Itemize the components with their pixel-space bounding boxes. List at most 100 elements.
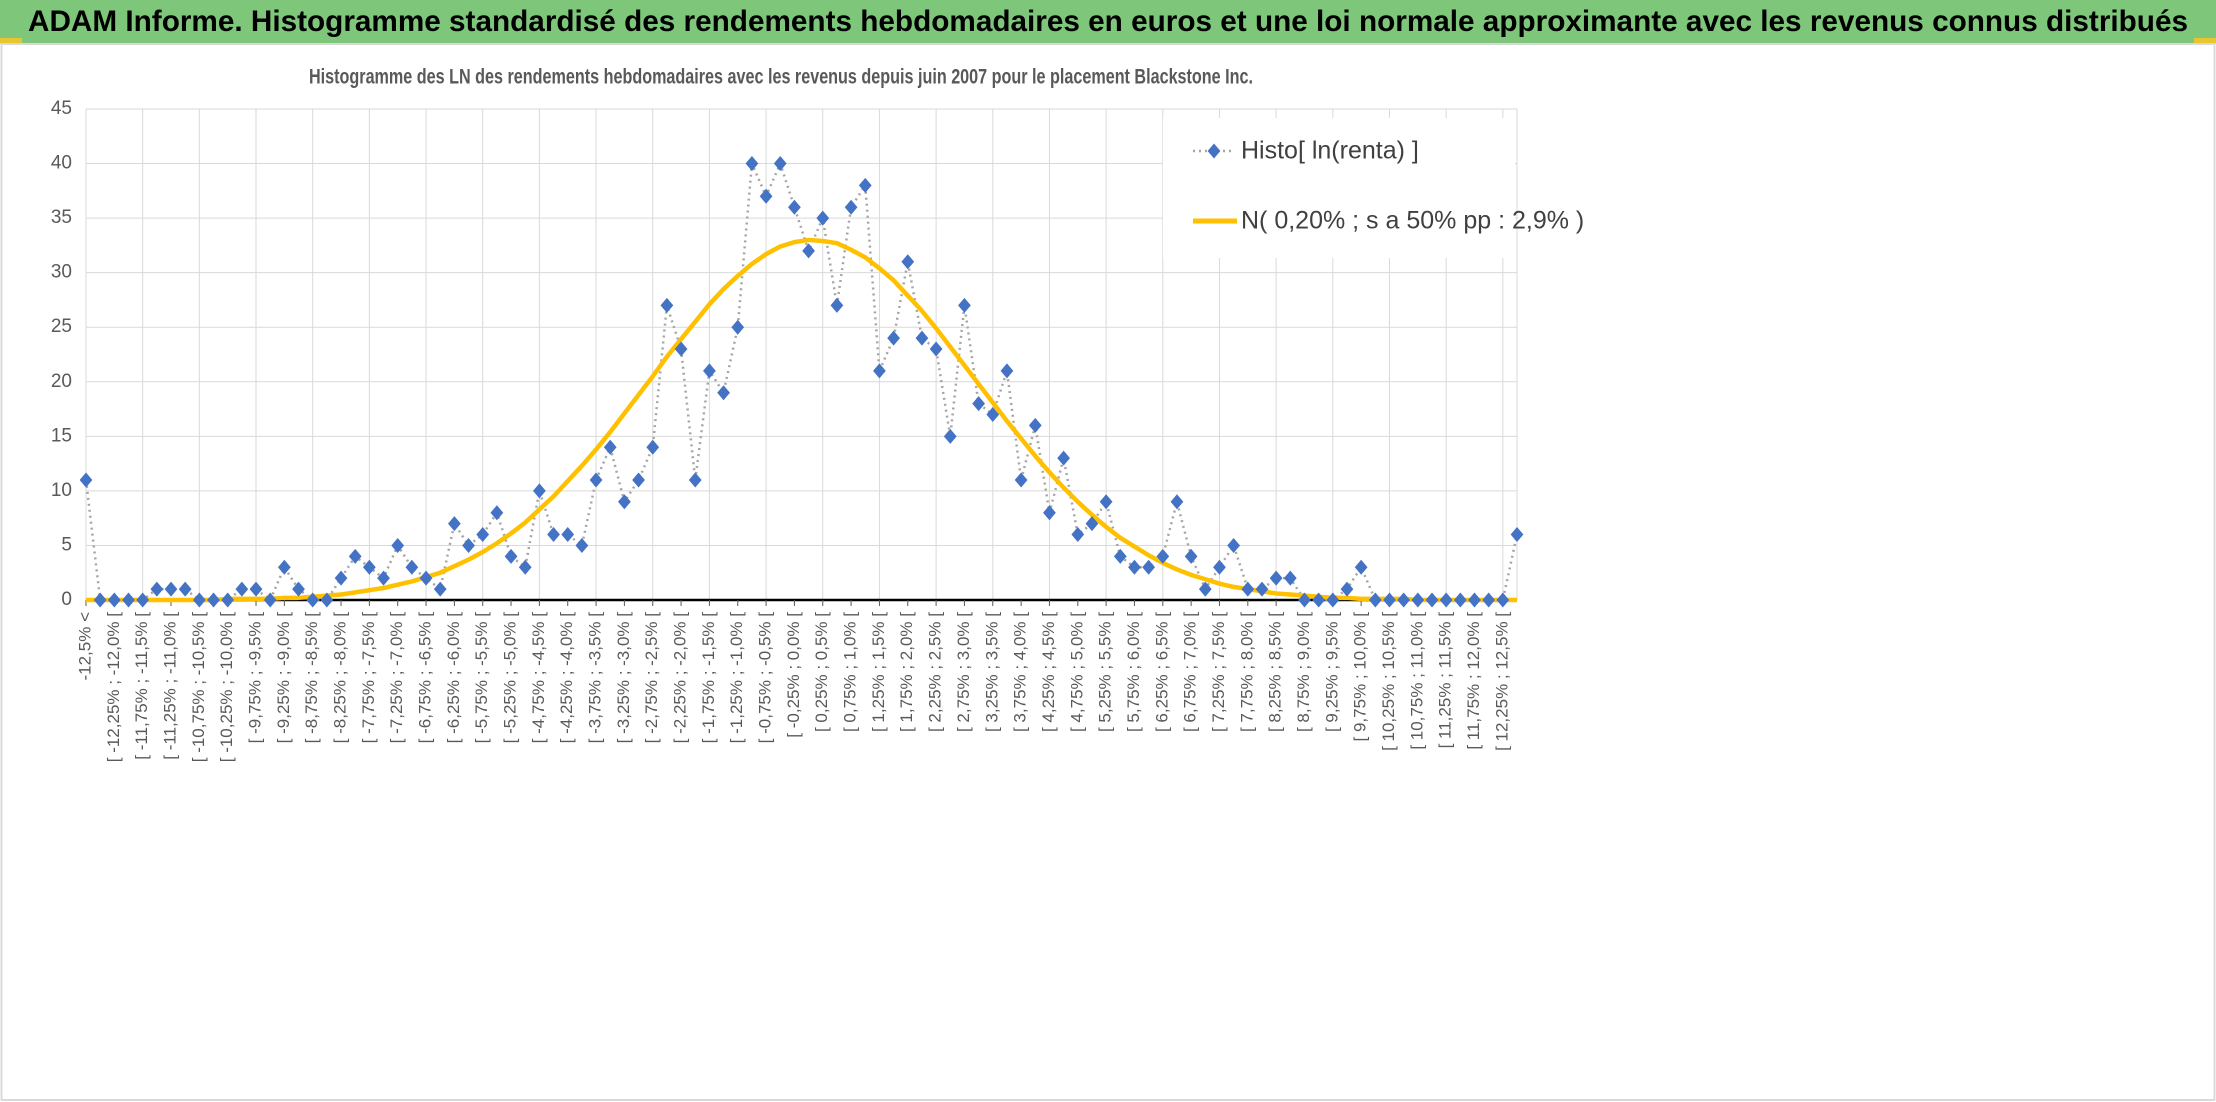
x-tick-label: [ 2,25% ; 2,5% [ <box>926 612 945 732</box>
x-tick-label: [ 8,25% ; 8,5% [ <box>1266 612 1285 732</box>
data-point <box>448 516 461 532</box>
data-point <box>646 439 660 455</box>
y-tick-label: 5 <box>61 534 72 555</box>
x-tick-label: [ -5,25% ; -5,0% [ <box>501 612 520 744</box>
page-title: ADAM Informe. Histogramme standardisé de… <box>28 5 2188 38</box>
data-point <box>816 210 830 226</box>
data-point <box>660 297 674 313</box>
data-point <box>1468 592 1481 608</box>
data-point <box>320 592 334 608</box>
data-point <box>377 570 390 586</box>
y-tick-label: 10 <box>51 480 72 501</box>
y-tick-label: 35 <box>51 207 72 228</box>
x-tick-label: [ -9,75% ; -9,5% [ <box>246 612 265 744</box>
y-tick-label: 45 <box>51 98 72 119</box>
data-point <box>263 592 277 608</box>
data-point <box>1326 592 1340 608</box>
x-tick-label: [ 8,75% ; 9,0% [ <box>1294 612 1313 732</box>
x-tick-label: [ -6,75% ; -6,5% [ <box>416 612 435 744</box>
data-point <box>1085 516 1099 532</box>
x-tick-label: [ 5,75% ; 6,0% [ <box>1124 612 1143 732</box>
data-point <box>1383 592 1396 608</box>
data-point <box>348 548 362 564</box>
data-point <box>717 385 730 401</box>
data-point <box>830 297 844 313</box>
data-point <box>1043 505 1056 521</box>
x-tick-label: [ -7,25% ; -7,0% [ <box>387 612 406 744</box>
data-point <box>1368 592 1382 608</box>
x-tick-label: [ 11,75% ; 12,0% [ <box>1464 612 1483 750</box>
data-point <box>433 581 447 597</box>
data-point <box>79 472 93 488</box>
legend-label: Histo[ ln(renta) ] <box>1241 137 1419 165</box>
x-tick-label: [ -5,75% ; -5,5% [ <box>472 612 491 744</box>
x-tick-label: [ -0,75% ; -0,5% [ <box>756 612 775 744</box>
data-point <box>929 341 943 357</box>
data-point <box>1241 581 1255 597</box>
data-point <box>178 581 192 597</box>
data-point <box>1340 581 1354 597</box>
data-point <box>731 319 745 335</box>
header-bar <box>0 0 2216 44</box>
data-point <box>391 537 405 553</box>
data-point <box>703 363 716 379</box>
data-point <box>802 243 815 259</box>
data-point <box>915 330 929 346</box>
data-point <box>1411 592 1425 608</box>
chart-border <box>0 43 2216 1101</box>
legend-box <box>1163 118 1515 258</box>
data-point <box>122 592 135 608</box>
x-tick-label: [ 1,75% ; 2,0% [ <box>897 612 916 732</box>
x-tick-label: [ 0,25% ; 0,5% [ <box>812 612 831 732</box>
data-point <box>618 494 631 510</box>
x-tick-label: [ 4,25% ; 4,5% [ <box>1039 612 1058 732</box>
x-tick-label: [ 6,25% ; 6,5% [ <box>1152 612 1171 732</box>
data-point <box>1000 363 1014 379</box>
data-point <box>745 156 759 172</box>
data-point <box>1425 592 1439 608</box>
data-point <box>1397 592 1411 608</box>
data-point <box>462 537 475 553</box>
x-tick-label: [ -9,25% ; -9,0% [ <box>274 612 293 744</box>
data-point <box>221 592 235 608</box>
data-point <box>192 592 206 608</box>
x-tick-label: [ 6,75% ; 7,0% [ <box>1181 612 1200 732</box>
data-point <box>1099 494 1113 510</box>
data-point <box>575 537 589 553</box>
x-tick-label: [ 1,25% ; 1,5% [ <box>869 612 888 732</box>
x-tick-label: [ 3,25% ; 3,5% [ <box>982 612 1001 732</box>
data-point <box>958 297 971 313</box>
x-tick-label: [ -0,25% ; 0,0% [ <box>784 612 803 738</box>
x-tick-label: [ -10,25% ; -10,0% [ <box>217 612 236 763</box>
data-point <box>334 570 348 586</box>
x-tick-label: [ 7,75% ; 8,0% [ <box>1237 612 1256 732</box>
data-point <box>1128 559 1141 575</box>
data-point <box>150 581 164 597</box>
data-point <box>788 199 801 215</box>
y-tick-label: 0 <box>61 589 72 610</box>
data-point <box>1269 570 1283 586</box>
data-point <box>207 592 220 608</box>
series-line <box>86 237 1517 603</box>
x-tick-label: [ -11,75% ; -11,5% [ <box>132 612 151 760</box>
data-point <box>901 254 915 270</box>
data-point <box>1482 592 1496 608</box>
legend-label: N( 0,20% ; s a 50% pp : 2,9% ) <box>1241 207 1584 235</box>
grid: 0 5 10 15 20 25 30 35 40 45 -12,5% < [ -12,25% ; -1… <box>51 98 1518 763</box>
data-point <box>419 570 433 586</box>
x-tick-label: [ 3,75% ; 4,0% [ <box>1011 612 1030 732</box>
x-tick-label: [ 9,25% ; 9,5% [ <box>1322 612 1341 732</box>
data-point <box>490 505 504 521</box>
data-point <box>1014 472 1028 488</box>
data-point <box>1113 548 1127 564</box>
data-point <box>1496 592 1510 608</box>
data-point <box>1198 581 1212 597</box>
data-point <box>773 156 787 172</box>
x-tick-label: [ 7,25% ; 7,5% [ <box>1209 612 1228 732</box>
x-tick-label: [ 5,25% ; 5,5% [ <box>1096 612 1115 732</box>
data-point <box>518 559 532 575</box>
data-point <box>1142 559 1155 575</box>
header-corner <box>0 38 22 44</box>
chart-title: Histogramme des LN des rendements hebdom… <box>309 66 1253 89</box>
x-tick-label: [ -2,25% ; -2,0% [ <box>671 612 690 744</box>
